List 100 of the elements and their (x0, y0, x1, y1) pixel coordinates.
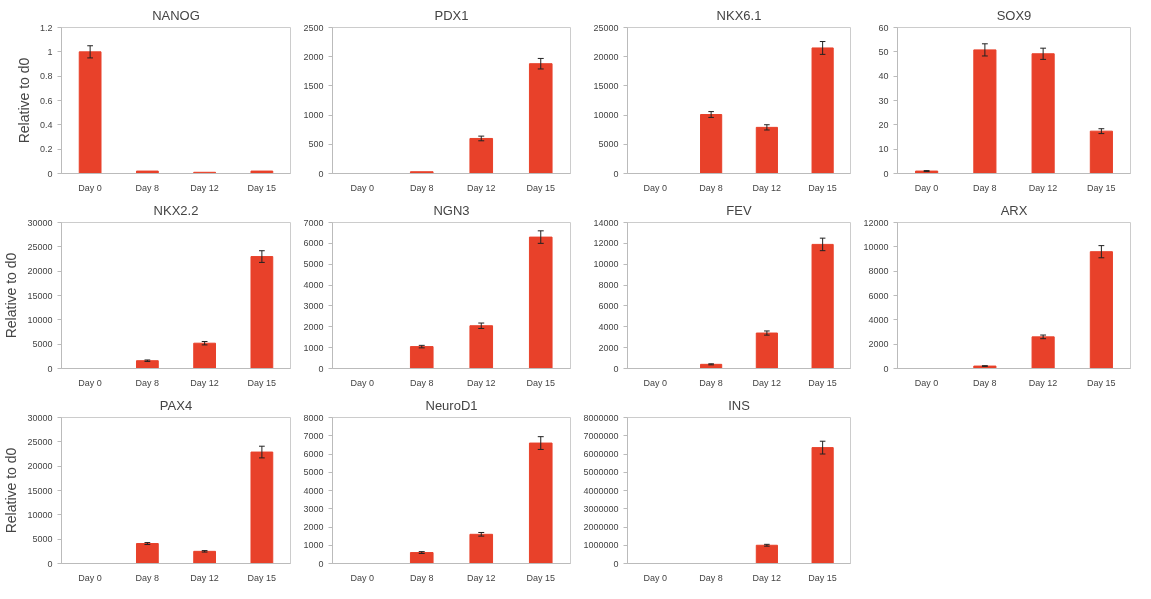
x-tick-label: Day 15 (1087, 377, 1116, 388)
y-tick-label: 0.2 (39, 144, 53, 155)
y-tick-label: 5000 (32, 534, 53, 545)
y-tick-label: 4000 (598, 321, 619, 332)
y-tick-label: 0 (613, 363, 619, 374)
y-tick-label: 3000 (303, 300, 324, 311)
y-tick-label: 1.2 (39, 22, 53, 33)
x-tick-label: Day 15 (526, 572, 556, 583)
y-tick-label: 7000000 (583, 430, 619, 441)
y-axis-title: Relative to d0 (3, 447, 20, 534)
y-tick-label: 0.6 (39, 95, 53, 106)
y-tick-label: 10 (878, 144, 889, 155)
x-tick-label: Day 15 (526, 182, 556, 193)
x-tick-label: Day 8 (409, 377, 434, 388)
x-tick-label: Day 12 (466, 182, 496, 193)
y-axis-title: Relative to d0 (3, 252, 20, 339)
y-tick-label: 8000 (868, 266, 889, 277)
y-tick-label: 8000 (598, 280, 619, 291)
y-tick-label: 0.4 (39, 119, 53, 130)
y-tick-label: 6000000 (583, 449, 619, 459)
y-tick-label: 0 (47, 168, 53, 179)
y-tick-label: 0 (318, 558, 324, 569)
y-tick-label: 15000 (27, 290, 53, 301)
x-tick-label: Day 15 (808, 377, 837, 388)
y-tick-label: 5000 (598, 139, 619, 150)
x-tick-label: Day 12 (1028, 182, 1058, 193)
x-tick-label: Day 8 (135, 377, 160, 388)
y-tick-label: 25000 (27, 241, 53, 252)
y-tick-label: 8000000 (583, 412, 619, 423)
y-tick-label: 0 (883, 168, 889, 179)
x-tick-label: Day 12 (190, 377, 219, 388)
y-tick-label: 2500 (303, 22, 324, 33)
x-tick-label: Day 15 (1087, 182, 1116, 193)
y-tick-label: 500 (308, 139, 324, 150)
y-tick-label: 1000 (303, 540, 324, 551)
y-tick-label: 30000 (27, 217, 53, 228)
y-tick-label: 0 (47, 363, 53, 374)
y-tick-label: 6000 (598, 300, 619, 311)
chart-title: FEV (726, 202, 752, 218)
y-tick-label: 12000 (863, 217, 889, 228)
y-tick-label: 0 (318, 363, 324, 374)
y-tick-label: 0.8 (39, 71, 53, 82)
y-tick-label: 0 (613, 558, 619, 569)
y-tick-label: 5000 (303, 467, 324, 478)
x-tick-label: Day 15 (247, 572, 277, 583)
y-tick-label: 3000 (303, 503, 324, 514)
y-tick-label: 0 (47, 558, 53, 569)
y-tick-label: 6000 (303, 238, 324, 249)
y-tick-label: 20000 (27, 461, 53, 472)
x-tick-label: Day 0 (914, 182, 939, 193)
chart-title: PDX1 (434, 7, 469, 23)
y-tick-label: 3000000 (583, 503, 619, 514)
y-tick-label: 10000 (27, 509, 53, 520)
x-tick-label: Day 15 (808, 182, 837, 193)
y-tick-label: 40 (878, 71, 889, 82)
chart-title: SOX9 (996, 7, 1032, 23)
y-tick-label: 1000 (303, 110, 324, 121)
y-tick-label: 5000 (32, 339, 53, 350)
x-tick-label: Day 0 (350, 377, 375, 388)
chart-title: NANOG (152, 7, 200, 23)
y-tick-label: 8000 (303, 412, 324, 423)
x-tick-label: Day 8 (699, 572, 723, 583)
y-tick-label: 0 (613, 168, 619, 179)
y-tick-label: 60 (878, 22, 889, 33)
chart-title: NeuroD1 (425, 397, 478, 413)
chart-title: ARX (1000, 202, 1028, 218)
x-tick-label: Day 12 (752, 572, 782, 583)
y-tick-label: 10000 (863, 241, 889, 252)
x-tick-label: Day 8 (973, 182, 997, 193)
y-tick-label: 2000 (868, 339, 889, 350)
y-tick-label: 10000 (593, 110, 619, 121)
x-tick-label: Day 0 (643, 572, 668, 583)
y-tick-label: 1000000 (583, 540, 619, 551)
x-tick-label: Day 15 (808, 572, 837, 583)
y-tick-label: 1500 (303, 80, 324, 91)
x-tick-label: Day 8 (699, 182, 723, 193)
y-tick-label: 2000 (598, 342, 619, 353)
x-tick-label: Day 12 (752, 182, 782, 193)
y-tick-label: 2000 (303, 321, 324, 332)
y-tick-label: 50 (878, 46, 889, 57)
x-tick-label: Day 0 (350, 572, 375, 583)
x-tick-label: Day 12 (190, 182, 219, 193)
y-tick-label: 5000000 (583, 467, 619, 478)
y-tick-label: 0 (318, 168, 324, 179)
x-tick-label: Day 15 (247, 377, 277, 388)
x-tick-label: Day 0 (78, 182, 102, 193)
y-tick-label: 6000 (868, 290, 889, 301)
y-tick-label: 4000 (303, 280, 324, 291)
y-tick-label: 2000 (303, 51, 324, 62)
x-tick-label: Day 8 (135, 182, 160, 193)
y-tick-label: 20000 (27, 266, 53, 277)
chart-title: NGN3 (433, 202, 470, 218)
y-tick-label: 12000 (593, 238, 619, 249)
x-tick-label: Day 8 (409, 572, 434, 583)
y-tick-label: 10000 (593, 259, 619, 270)
chart-title: NKX6.1 (716, 7, 762, 23)
y-tick-label: 2000 (303, 522, 324, 532)
chart-title: NKX2.2 (153, 202, 199, 218)
x-tick-label: Day 12 (752, 377, 782, 388)
y-tick-label: 15000 (27, 485, 53, 496)
